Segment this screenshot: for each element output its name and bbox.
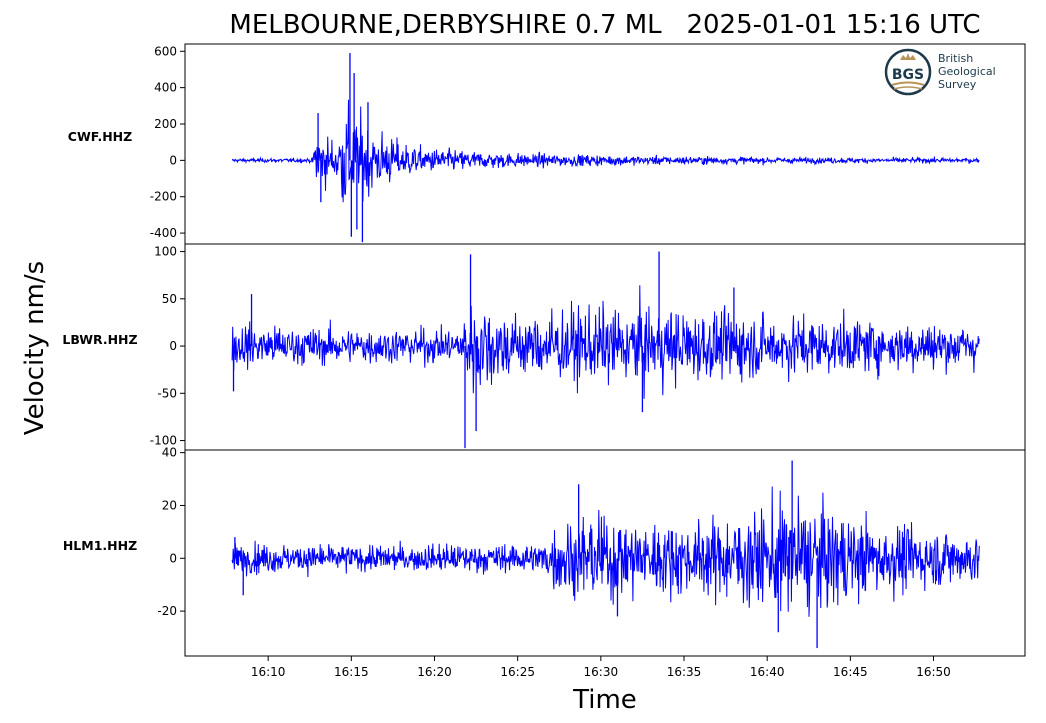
y-tick-label: 100 bbox=[154, 245, 177, 259]
y-tick-label: 200 bbox=[154, 117, 177, 131]
y-tick-label: -400 bbox=[150, 226, 177, 240]
y-tick-label: 50 bbox=[162, 292, 177, 306]
bgs-logo-line-2: Geological bbox=[938, 65, 996, 78]
x-tick-label: 16:10 bbox=[251, 665, 286, 679]
y-tick-label: 0 bbox=[169, 339, 177, 353]
station-label: CWF.HHZ bbox=[68, 129, 132, 144]
trace-line bbox=[231, 285, 980, 399]
bgs-logo-mark: BGS bbox=[892, 67, 924, 83]
bgs-logo-line-3: Survey bbox=[938, 78, 977, 91]
trace-panels: 6004002000-200-400CWF.HHZ100500-50-100LB… bbox=[62, 43, 1026, 657]
logo-swoosh-2 bbox=[893, 86, 923, 90]
chart-title: MELBOURNE,DERBYSHIRE 0.7 ML 2025-01-01 1… bbox=[229, 10, 980, 40]
trace-line bbox=[231, 486, 980, 617]
y-tick-label: 400 bbox=[154, 81, 177, 95]
y-tick-label: -50 bbox=[157, 386, 177, 400]
panel-cwf-hhz: 600 400 200 0 -200 -400 CWF.HHZ bbox=[68, 43, 1026, 245]
y-tick-label: 0 bbox=[169, 551, 177, 565]
station-label: HLM1.HHZ bbox=[63, 538, 137, 553]
panel-hlm1-hhz: 40 20 0 -20 HLM1.HHZ bbox=[63, 446, 1026, 657]
x-tick-label: 16:35 bbox=[667, 665, 702, 679]
x-tick-label: 16:50 bbox=[916, 665, 951, 679]
y-tick-label: 0 bbox=[169, 153, 177, 167]
y-axis-label: Velocity nm/s bbox=[20, 261, 50, 435]
x-tick-label: 16:45 bbox=[833, 665, 868, 679]
bgs-logo-line-1: British bbox=[938, 52, 973, 65]
x-tick-label: 16:40 bbox=[750, 665, 785, 679]
panel-frame bbox=[184, 449, 1026, 657]
bgs-logo: BGS British Geological Survey bbox=[884, 48, 996, 96]
y-tick-label: 600 bbox=[154, 44, 177, 58]
trace-line bbox=[231, 99, 980, 203]
y-tick-label: -20 bbox=[157, 604, 177, 618]
x-tick-label: 16:30 bbox=[584, 665, 619, 679]
x-tick-label: 16:25 bbox=[500, 665, 535, 679]
y-tick-label: -100 bbox=[150, 434, 177, 448]
x-tick-label: 16:20 bbox=[417, 665, 452, 679]
station-label: LBWR.HHZ bbox=[62, 332, 137, 347]
y-tick-label: 20 bbox=[162, 498, 177, 512]
x-tick-label: 16:15 bbox=[334, 665, 369, 679]
y-tick-label: -200 bbox=[150, 190, 177, 204]
x-axis-label: Time bbox=[572, 685, 637, 715]
crown-icon bbox=[900, 53, 916, 60]
y-tick-label: 40 bbox=[162, 446, 177, 460]
x-axis: 16:10 16:15 16:20 16:25 16:30 16:35 16:40 16:45… bbox=[251, 656, 951, 679]
panel-lbwr-hhz: 100 50 0 -50 -100 LBWR.HHZ bbox=[62, 243, 1026, 451]
logo-swoosh-1 bbox=[891, 81, 925, 86]
